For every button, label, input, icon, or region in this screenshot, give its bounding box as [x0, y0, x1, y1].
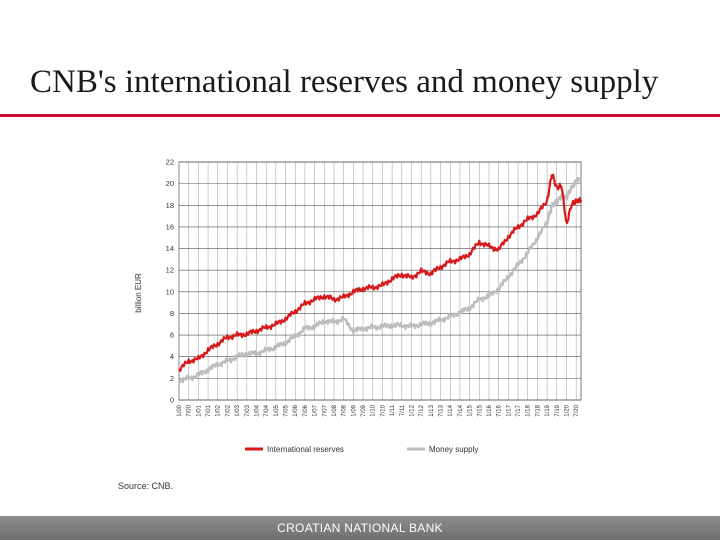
y-tick-label: 10 [166, 287, 174, 296]
x-tick-label: 1/12 [409, 404, 415, 416]
x-tick-label: 1/13 [429, 404, 435, 416]
footer-bar: CROATIAN NATIONAL BANK [0, 516, 720, 540]
x-tick-label: 7/10 [380, 404, 386, 416]
x-tick-label: 7/16 [497, 404, 503, 416]
x-tick-label: 7/17 [516, 404, 522, 416]
x-tick-label: 1/06 [293, 404, 299, 416]
y-axis-title: billion EUR [134, 273, 143, 313]
y-tick-label: 4 [170, 352, 174, 361]
slide-title: CNB's international reserves and money s… [30, 64, 659, 100]
x-tick-label: 7/04 [264, 404, 270, 416]
x-tick-label: 7/05 [284, 404, 290, 416]
x-tick-label: 7/03 [245, 404, 251, 416]
legend: International reserves Money supply [245, 445, 478, 454]
x-tick-label: 1/11 [390, 404, 396, 416]
x-tick-label: 7/18 [535, 404, 541, 416]
y-tick-label: 14 [166, 244, 174, 253]
x-tick-label: 1/18 [526, 404, 532, 416]
x-tick-label: 7/07 [322, 404, 328, 416]
x-tick-label: 7/20 [574, 404, 580, 416]
x-tick-label: 7/19 [555, 404, 561, 416]
y-tick-label: 6 [170, 331, 174, 340]
series-international-reserves [178, 173, 583, 372]
x-tick-label: 1/03 [235, 404, 241, 416]
x-axis-ticks: 1/00 7/00 1/01 7/01 1/02 7/02 1/03 7/03 1/04 7/04… [177, 404, 580, 416]
chart: 0 2 4 6 8 10 12 14 16 18 20 22 1/00 7/00 1/01 7/01 1/02… [134, 158, 583, 454]
y-tick-label: 8 [170, 309, 174, 318]
x-tick-label: 1/04 [254, 404, 260, 416]
x-tick-label: 1/08 [332, 404, 338, 416]
x-tick-label: 1/01 [196, 404, 202, 416]
y-tick-label: 16 [166, 222, 174, 231]
x-tick-label: 7/15 [477, 404, 483, 416]
y-axis-ticks: 0 2 4 6 8 10 12 14 16 18 20 22 [166, 158, 174, 405]
y-tick-label: 20 [166, 179, 174, 188]
x-tick-label: 1/15 [468, 404, 474, 416]
x-tick-label: 7/01 [206, 404, 212, 416]
x-tick-label: 7/06 [303, 404, 309, 416]
x-tick-label: 1/02 [216, 404, 222, 416]
x-tick-label: 1/09 [351, 404, 357, 416]
x-tick-label: 1/19 [545, 404, 551, 416]
x-tick-label: 7/14 [458, 404, 464, 416]
x-tick-label: 7/08 [342, 404, 348, 416]
legend-money-supply-label: Money supply [429, 445, 478, 454]
x-tick-label: 1/16 [487, 404, 493, 416]
x-tick-label: 7/02 [225, 404, 231, 416]
y-tick-label: 2 [170, 374, 174, 383]
legend-international-reserves-label: International reserves [267, 445, 344, 454]
x-tick-label: 7/09 [361, 404, 367, 416]
series-money-supply [178, 176, 583, 384]
x-tick-label: 1/20 [564, 404, 570, 416]
y-tick-label: 22 [166, 158, 174, 167]
x-tick-label: 1/14 [448, 404, 454, 416]
x-tick-label: 7/13 [439, 404, 445, 416]
series-layer [178, 173, 583, 384]
x-tick-label: 1/00 [177, 404, 183, 416]
x-tick-label: 1/05 [274, 404, 280, 416]
x-tick-label: 7/00 [187, 404, 193, 416]
y-tick-label: 12 [166, 266, 174, 275]
title-underline [0, 114, 720, 117]
y-tick-label: 18 [166, 201, 174, 210]
x-tick-label: 1/17 [506, 404, 512, 416]
source-note: Source: CNB. [118, 481, 174, 491]
footer-bank-name: CROATIAN NATIONAL BANK [277, 521, 443, 535]
x-tick-label: 7/12 [419, 404, 425, 416]
plot-frame [178, 161, 582, 401]
x-tick-label: 7/11 [400, 404, 406, 416]
y-tick-label: 0 [170, 396, 174, 405]
x-tick-label: 1/07 [313, 404, 319, 416]
x-tick-label: 1/10 [371, 404, 377, 416]
